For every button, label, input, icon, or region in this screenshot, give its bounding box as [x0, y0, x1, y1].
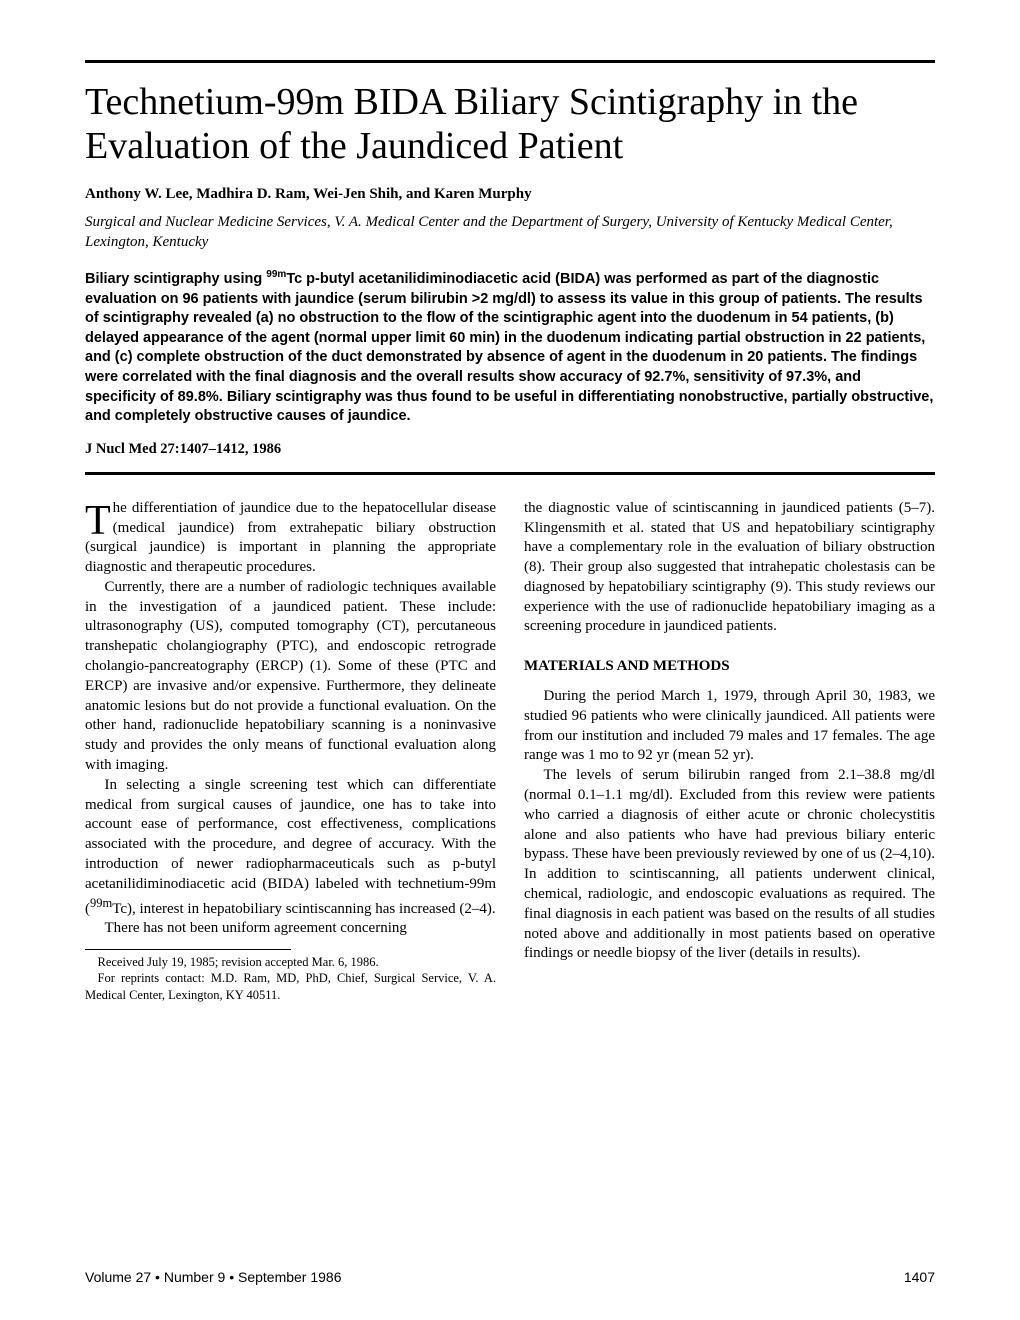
- abstract-text-post: Tc p-butyl acetanilidiminodiacetic acid …: [85, 271, 933, 424]
- body-columns: The differentiation of jaundice due to t…: [85, 499, 935, 1003]
- top-rule: [85, 60, 935, 63]
- article-title: Technetium-99m BIDA Biliary Scintigraphy…: [85, 81, 935, 168]
- abstract: Biliary scintigraphy using 99mTc p-butyl…: [85, 268, 935, 426]
- paragraph: the diagnostic value of scintiscanning i…: [524, 499, 935, 638]
- authors: Anthony W. Lee, Madhira D. Ram, Wei-Jen …: [85, 186, 935, 203]
- dropcap: T: [85, 505, 111, 539]
- column-left: The differentiation of jaundice due to t…: [85, 499, 496, 1003]
- paragraph: Currently, there are a number of radiolo…: [85, 578, 496, 776]
- footnote: Received July 19, 1985; revision accepte…: [85, 954, 496, 970]
- mid-rule: [85, 472, 935, 475]
- footer-page-number: 1407: [904, 1269, 935, 1285]
- footer-issue: Volume 27 • Number 9 • September 1986: [85, 1269, 342, 1285]
- footnote: For reprints contact: M.D. Ram, MD, PhD,…: [85, 970, 496, 1003]
- journal-citation: J Nucl Med 27:1407–1412, 1986: [85, 441, 935, 458]
- paragraph-text-pre: In selecting a single screening test whi…: [85, 777, 496, 917]
- section-heading: MATERIALS AND METHODS: [524, 657, 935, 677]
- affiliation: Surgical and Nuclear Medicine Services, …: [85, 213, 935, 252]
- page-footer: Volume 27 • Number 9 • September 1986 14…: [85, 1269, 935, 1285]
- superscript: 99m: [90, 896, 112, 910]
- abstract-text-pre: Biliary scintigraphy using: [85, 271, 266, 287]
- footnote-rule: [85, 949, 291, 950]
- paragraph-text-post: Tc), interest in hepatobiliary scintisca…: [112, 901, 495, 917]
- paragraph: There has not been uniform agreement con…: [85, 919, 496, 939]
- paragraph: The differentiation of jaundice due to t…: [85, 499, 496, 578]
- paragraph: The levels of serum bilirubin ranged fro…: [524, 766, 935, 964]
- column-right: the diagnostic value of scintiscanning i…: [524, 499, 935, 1003]
- paragraph-text: he differentiation of jaundice due to th…: [85, 500, 496, 575]
- abstract-superscript: 99m: [266, 269, 286, 280]
- page: Technetium-99m BIDA Biliary Scintigraphy…: [0, 0, 1020, 1320]
- paragraph: During the period March 1, 1979, through…: [524, 687, 935, 766]
- paragraph: In selecting a single screening test whi…: [85, 776, 496, 920]
